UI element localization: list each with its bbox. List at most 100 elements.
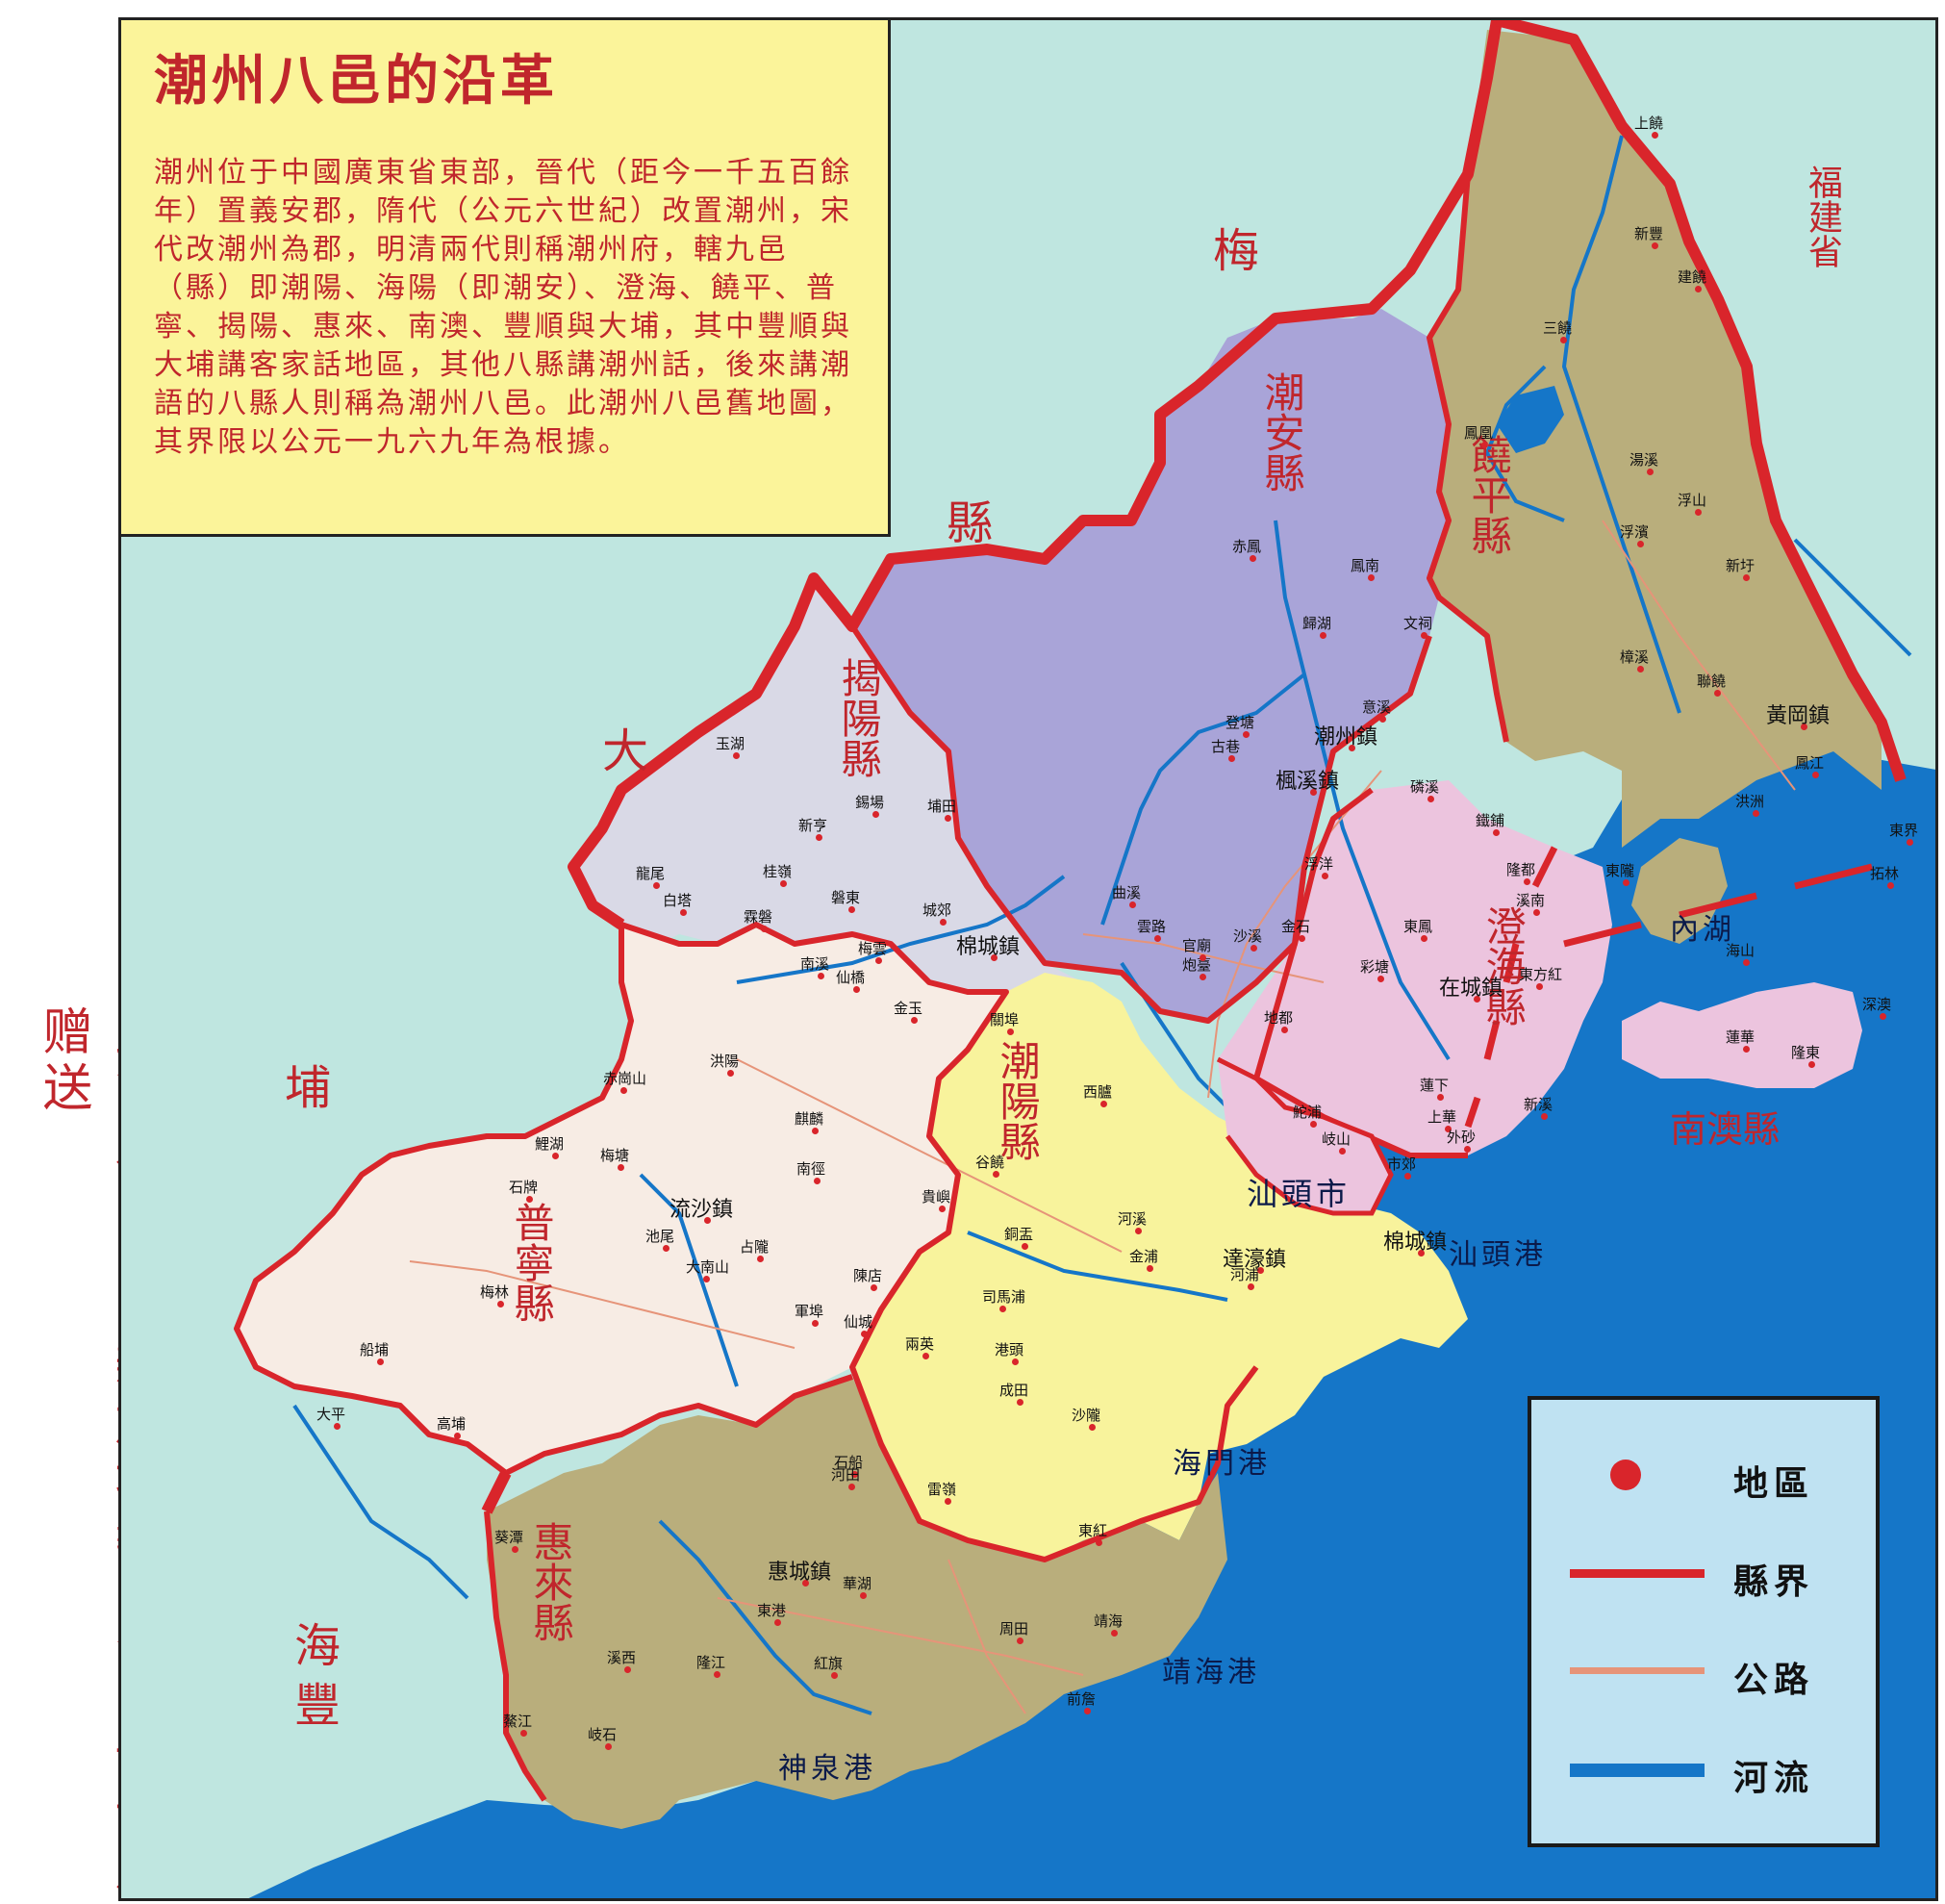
town-dot-icon [1096,1539,1102,1546]
town-dot-icon [1743,959,1750,966]
sea-label-jinghai-port: 靖海港 [1162,1656,1260,1689]
town-label: 石牌 [509,1179,539,1196]
town-label: 河田 [831,1466,861,1484]
county-label-chaoan: 潮安縣 [1258,371,1305,493]
town-dot-icon [1695,286,1702,292]
town-label: 溪南 [1516,892,1546,909]
town-dot-icon [860,1592,867,1599]
town-dot-icon [704,1217,711,1224]
town-label: 雲路 [1137,918,1167,935]
town-dot-icon [714,1671,720,1678]
town-label: 鳳南 [1351,557,1380,574]
town-label: 新圩 [1726,557,1756,574]
town-label: 新豐 [1634,225,1664,242]
town-label: 銅盂 [1004,1226,1034,1243]
town-label: 棉城鎮 [1383,1231,1448,1255]
town-dot-icon [1481,442,1488,448]
town-dot-icon [780,880,787,887]
town-dot-icon [872,811,879,818]
town-label: 隆都 [1506,861,1536,878]
town-label: 城郊 [922,901,952,919]
town-dot-icon [1320,632,1326,639]
town-dot-icon [1421,935,1427,942]
town-label: 赤崗山 [603,1070,647,1087]
town-label: 軍埠 [795,1303,824,1320]
town-dot-icon [1310,1121,1317,1128]
shantou-boundary [1216,1056,1394,1216]
town-dot-icon [703,1276,710,1282]
town-dot-icon [802,1580,809,1587]
town-dot-icon [1084,1708,1091,1714]
town-label: 占隴 [740,1238,770,1256]
town-dot-icon [1154,935,1161,942]
town-dot-icon [1524,878,1530,885]
town-dot-icon [1695,509,1702,516]
county-label-puning: 普寧縣 [508,1202,555,1323]
town-label: 市郊 [1387,1155,1417,1173]
town-label: 赤鳳 [1232,538,1262,555]
town-dot-icon [1022,1243,1028,1250]
town-label: 洪陽 [710,1053,740,1070]
town-label: 谷饒 [975,1154,1005,1171]
road-line-icon [1570,1667,1705,1674]
town-dot-icon [1493,829,1500,836]
town-label: 東紅 [1078,1522,1108,1539]
town-label: 鰲江 [503,1713,533,1730]
town-label: 隆江 [696,1654,726,1671]
town-dot-icon [1017,1637,1023,1644]
town-dot-icon [1418,1250,1425,1257]
town-dot-icon [618,1164,624,1171]
town-label: 白塔 [663,892,693,909]
town-dot-icon [1100,1101,1107,1107]
place-dot-icon [1610,1460,1641,1490]
sea-label-shantou-city: 汕頭市 [1247,1176,1351,1212]
sea-label-haimen-port: 海門港 [1173,1447,1271,1481]
sea-boundary [1464,846,1873,1129]
map-frame: 潮州八邑的沿革 潮州位于中國廣東省東部，晉代（距今一千五百餘年）置義安郡，隋代（… [118,17,1938,1901]
legend-row-place: 地區 [1531,1456,1876,1513]
town-dot-icon [1404,1173,1411,1180]
town-label: 浮洋 [1304,855,1334,873]
town-dot-icon [939,1206,946,1212]
town-label: 仙城 [844,1313,873,1331]
town-label: 東鳳 [1403,918,1433,935]
town-dot-icon [1228,755,1235,762]
region-label-meixian-2: 縣 [947,496,994,550]
legend: 地區 縣界 公路 河流 [1528,1396,1880,1847]
town-dot-icon [999,1306,1006,1312]
town-label: 上華 [1427,1108,1457,1126]
town-dot-icon [1647,469,1654,475]
town-label: 登塘 [1225,714,1255,731]
town-dot-icon [853,986,860,993]
town-dot-icon [1533,909,1540,916]
region-label-dabu-1: 大 [602,724,649,778]
town-dot-icon [1714,690,1721,697]
town-label: 南徑 [796,1160,826,1178]
town-label: 文祠 [1403,615,1433,632]
county-label-jieyang: 揭陽縣 [835,657,882,778]
town-label: 大平 [316,1406,346,1423]
town-label: 新亨 [798,817,828,834]
town-dot-icon [1379,716,1386,723]
town-dot-icon [1339,1148,1346,1155]
town-dot-icon [1248,1283,1254,1290]
legend-label-river: 河流 [1733,1759,1815,1798]
town-label: 東界 [1889,822,1919,839]
town-label: 在城鎮 [1439,977,1503,1001]
town-dot-icon [1147,1265,1153,1272]
town-dot-icon [1474,996,1480,1003]
town-label: 大南山 [686,1258,730,1276]
region-label-haifeng-1: 海 [294,1619,341,1673]
town-dot-icon [1007,1028,1014,1035]
town-label: 貴嶼 [922,1188,951,1206]
town-dot-icon [1623,879,1629,886]
town-dot-icon [1808,1061,1815,1068]
info-title: 潮州八邑的沿革 [154,49,558,113]
town-dot-icon [1743,574,1750,581]
town-dot-icon [1129,901,1136,908]
town-label: 深澳 [1862,996,1892,1013]
town-label: 埔田 [927,798,957,815]
town-label: 上饒 [1634,114,1664,132]
town-dot-icon [1464,1146,1471,1153]
town-dot-icon [761,926,768,932]
